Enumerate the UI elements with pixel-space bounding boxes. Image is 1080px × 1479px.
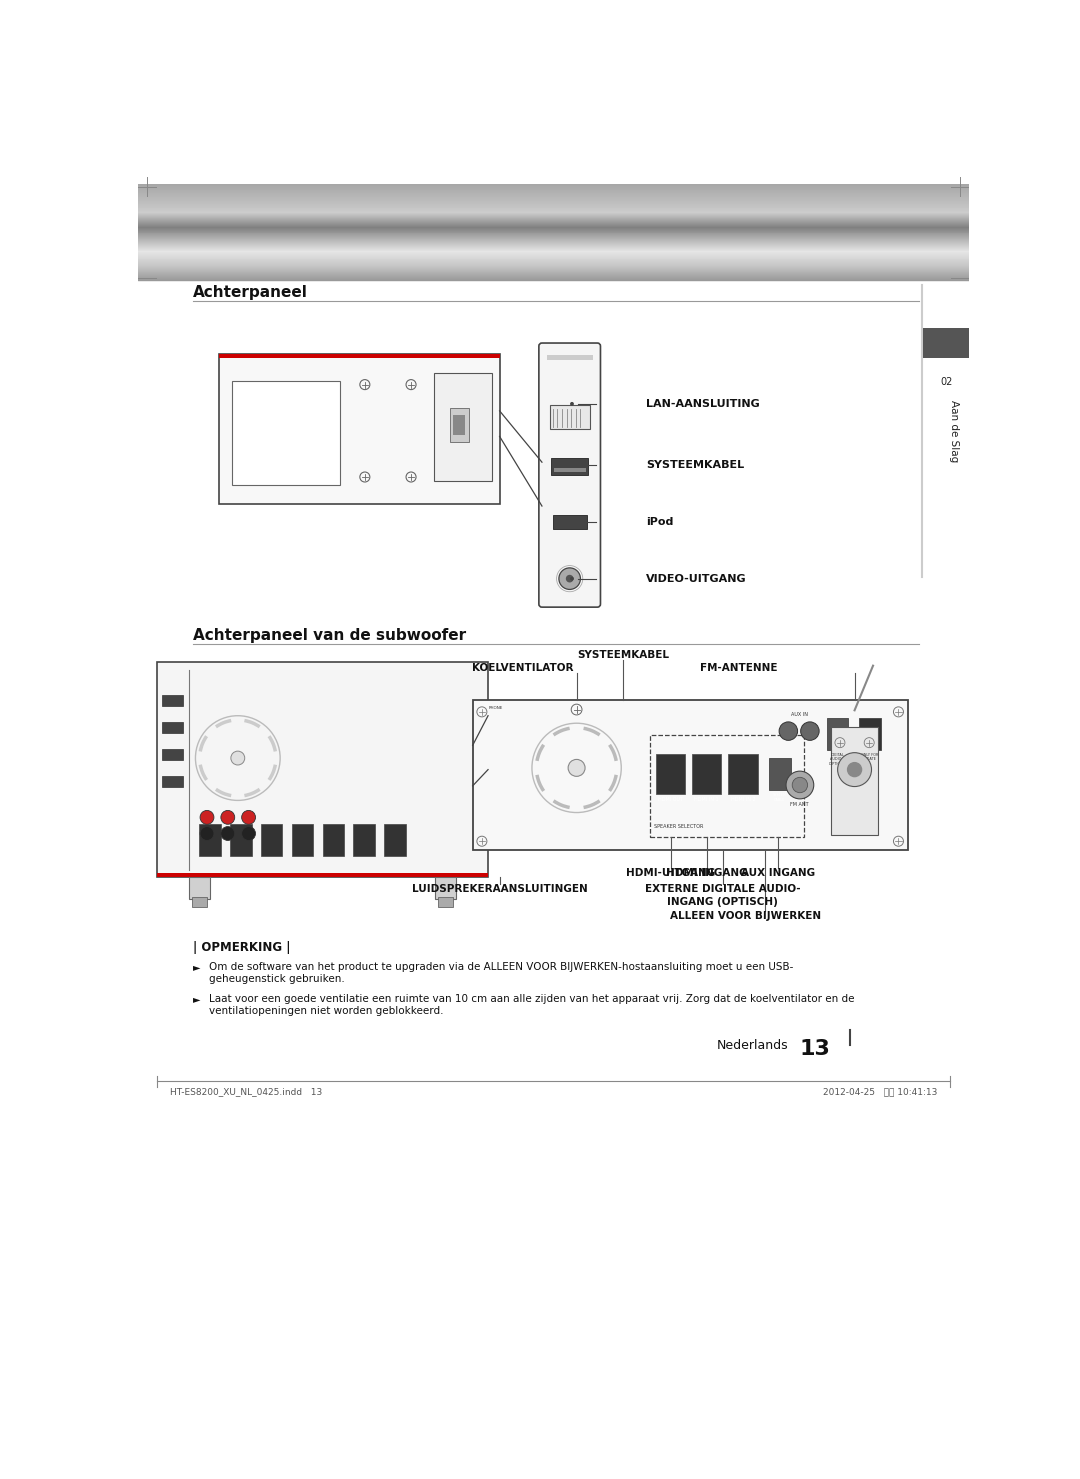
Circle shape (570, 519, 573, 524)
Text: SPEAKER SELECTOR: SPEAKER SELECTOR (653, 824, 703, 830)
Bar (157, 873, 488, 877)
Bar (831, 728, 878, 836)
Text: 02: 02 (940, 377, 953, 387)
Circle shape (847, 762, 862, 778)
Circle shape (200, 827, 214, 840)
Text: FM-ANTENNE: FM-ANTENNE (700, 664, 777, 673)
Bar (454, 416, 465, 435)
Text: ONLY FOR
UPDATE: ONLY FOR UPDATE (861, 753, 879, 762)
Text: LUIDSPREKERAANSLUITINGEN: LUIDSPREKERAANSLUITINGEN (411, 883, 588, 893)
Circle shape (558, 568, 580, 590)
Text: VIDEO-UITGANG: VIDEO-UITGANG (646, 574, 746, 584)
Text: iPod: iPod (646, 516, 673, 527)
Circle shape (793, 778, 808, 793)
Text: SYSTEEMKABEL: SYSTEEMKABEL (646, 460, 744, 470)
Circle shape (800, 722, 819, 741)
Circle shape (220, 827, 234, 840)
Bar (449, 408, 469, 442)
Text: Nederlands: Nederlands (717, 1040, 788, 1052)
Bar (292, 824, 313, 856)
Circle shape (570, 463, 573, 467)
Circle shape (231, 751, 245, 765)
Text: AUX IN: AUX IN (791, 713, 808, 717)
Text: EXTERNE DIGITALE AUDIO-: EXTERNE DIGITALE AUDIO- (645, 883, 800, 893)
Bar (434, 373, 491, 481)
Bar (923, 328, 970, 358)
Circle shape (242, 827, 256, 840)
Text: SYSTEEMKABEL: SYSTEEMKABEL (577, 649, 669, 660)
Bar (384, 824, 406, 856)
Bar (650, 735, 804, 837)
Text: HDMI OUT: HDMI OUT (658, 797, 683, 802)
Bar (860, 717, 881, 750)
Bar (218, 353, 500, 504)
Text: ►: ► (193, 994, 201, 1004)
Bar (323, 824, 345, 856)
Circle shape (779, 722, 798, 741)
Bar (162, 748, 184, 760)
Text: FM ANT: FM ANT (789, 802, 809, 808)
Bar (769, 759, 791, 790)
Text: INGANG (OPTISCH): INGANG (OPTISCH) (667, 898, 779, 908)
Circle shape (838, 753, 872, 787)
Circle shape (570, 402, 573, 405)
Bar (162, 722, 184, 734)
Text: LAN-AANSLUITING: LAN-AANSLUITING (646, 399, 759, 408)
Text: KOELVENTILATOR: KOELVENTILATOR (472, 664, 573, 673)
Bar (232, 380, 340, 485)
Text: Aan de Slag: Aan de Slag (949, 399, 959, 461)
Text: Laat voor een goede ventilatie een ruimte van 10 cm aan alle zijden van het appa: Laat voor een goede ventilatie een ruimt… (208, 994, 854, 1016)
Bar (827, 717, 849, 750)
Bar (553, 515, 586, 529)
Bar (551, 458, 589, 475)
Circle shape (242, 810, 256, 824)
Text: Achterpaneel van de subwoofer: Achterpaneel van de subwoofer (193, 627, 467, 642)
Bar (546, 355, 593, 359)
Text: DIGITAL
AUDIO IN
(OPTICAL): DIGITAL AUDIO IN (OPTICAL) (828, 753, 847, 766)
Text: HT-ES8200_XU_NL_0425.indd   13: HT-ES8200_XU_NL_0425.indd 13 (170, 1087, 322, 1096)
Text: HDMI-UITGANG: HDMI-UITGANG (626, 868, 715, 879)
Bar (162, 695, 184, 707)
Bar (692, 754, 721, 794)
Bar (438, 898, 454, 907)
Bar (554, 467, 585, 472)
Text: 13: 13 (800, 1040, 831, 1059)
Text: | OPMERKING |: | OPMERKING | (193, 941, 291, 954)
Circle shape (568, 759, 585, 776)
Text: Achterpaneel: Achterpaneel (193, 285, 308, 300)
Circle shape (220, 810, 234, 824)
Bar (550, 405, 590, 429)
Bar (656, 754, 685, 794)
Text: ALLEEN VOOR BIJWERKEN: ALLEEN VOOR BIJWERKEN (671, 911, 822, 920)
Circle shape (786, 771, 813, 799)
Text: ►: ► (193, 963, 201, 972)
Bar (230, 824, 252, 856)
Text: PHONE: PHONE (488, 707, 503, 710)
Bar (189, 877, 211, 899)
Circle shape (200, 810, 214, 824)
Bar (191, 898, 207, 907)
Bar (353, 824, 375, 856)
Text: HDMI INGANG: HDMI INGANG (666, 868, 747, 879)
Text: SYSTEM
CABLE: SYSTEM CABLE (773, 793, 787, 802)
Text: Om de software van het product te upgraden via de ALLEEN VOOR BIJWERKEN-hostaans: Om de software van het product te upgrad… (208, 963, 793, 984)
Text: 2012-04-25   오전 10:41:13: 2012-04-25 오전 10:41:13 (823, 1087, 937, 1096)
Text: HDMI IN 2: HDMI IN 2 (730, 797, 755, 802)
Bar (162, 776, 184, 787)
Text: HDMI IN 1: HDMI IN 1 (694, 797, 719, 802)
Bar (435, 877, 457, 899)
Circle shape (570, 577, 573, 581)
Text: AUX INGANG: AUX INGANG (741, 868, 814, 879)
Bar (200, 824, 220, 856)
Bar (218, 353, 500, 358)
Bar (157, 661, 488, 877)
Circle shape (566, 575, 573, 583)
FancyBboxPatch shape (539, 343, 600, 608)
Bar (261, 824, 283, 856)
Bar (728, 754, 757, 794)
Bar (473, 701, 907, 850)
